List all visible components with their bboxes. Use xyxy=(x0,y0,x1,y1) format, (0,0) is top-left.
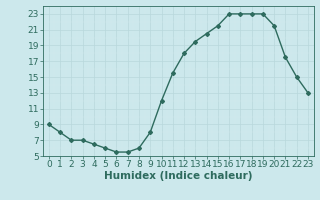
X-axis label: Humidex (Indice chaleur): Humidex (Indice chaleur) xyxy=(104,171,253,181)
